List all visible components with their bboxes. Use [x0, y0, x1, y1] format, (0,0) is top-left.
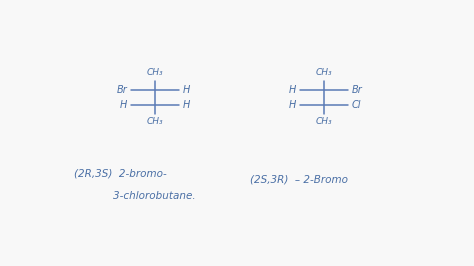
Text: 3-chlorobutane.: 3-chlorobutane.	[74, 191, 196, 201]
Text: (2S,3R)  – 2-Bromo: (2S,3R) – 2-Bromo	[250, 174, 348, 184]
Text: (2R,3S)  2-bromo-: (2R,3S) 2-bromo-	[74, 168, 167, 178]
Text: Br: Br	[351, 85, 362, 95]
Text: CH₃: CH₃	[146, 117, 163, 126]
Text: H: H	[289, 100, 296, 110]
Text: H: H	[182, 100, 190, 110]
Text: H: H	[182, 85, 190, 95]
Text: CH₃: CH₃	[315, 68, 332, 77]
Text: H: H	[289, 85, 296, 95]
Text: H: H	[120, 100, 127, 110]
Text: CH₃: CH₃	[146, 68, 163, 77]
Text: Cl: Cl	[351, 100, 361, 110]
Text: Br: Br	[117, 85, 127, 95]
Text: CH₃: CH₃	[315, 117, 332, 126]
